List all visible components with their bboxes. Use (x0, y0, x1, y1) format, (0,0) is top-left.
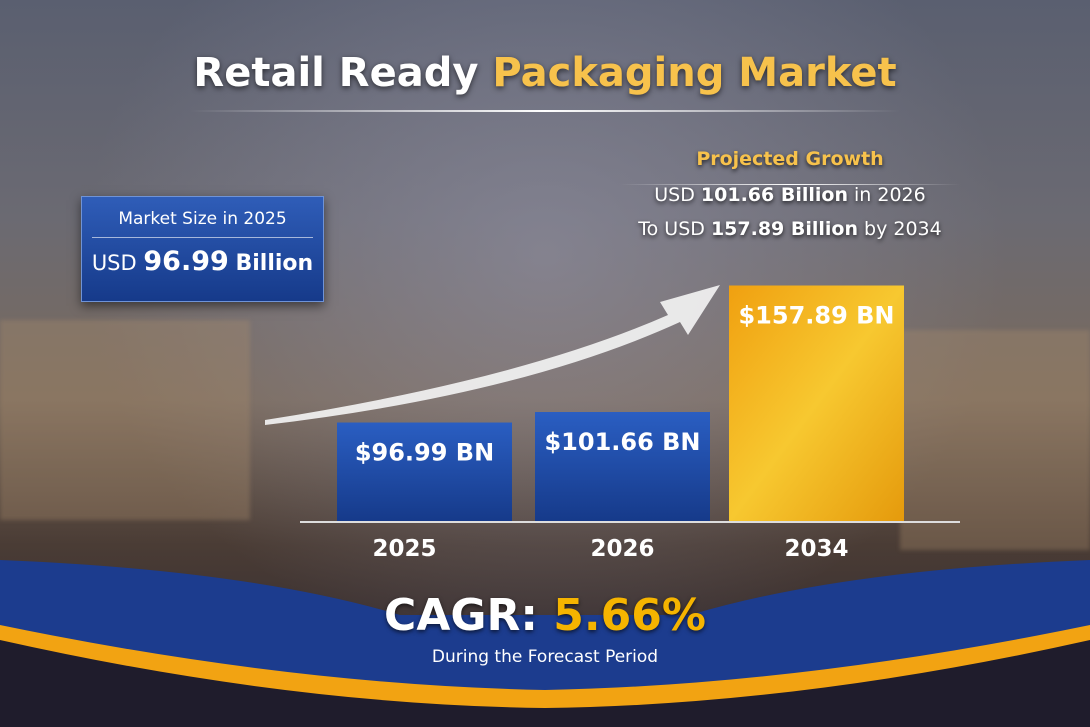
x-tick-label: 2026 (590, 536, 654, 562)
data-label: $101.66 BN (544, 428, 700, 456)
projected-line-1: USD 101.66 Billion in 2026 (600, 184, 980, 206)
suffix: in 2026 (854, 184, 926, 206)
page-title: Retail Ready Packaging Market (0, 50, 1090, 96)
market-size-value: USD 96.99 Billion (82, 246, 323, 277)
prefix: To USD (638, 218, 705, 240)
market-size-label: Market Size in 2025 (118, 209, 287, 229)
data-label: $157.89 BN (738, 301, 894, 329)
value: 96.99 (143, 246, 229, 277)
bar-2034 (729, 285, 904, 521)
cagr-value: CAGR: 5.66% (0, 590, 1090, 641)
trend-arrow (265, 285, 720, 425)
data-label: $96.99 BN (355, 439, 494, 467)
unit: Billion (235, 251, 314, 276)
bar-2025 (337, 422, 512, 521)
projected-divider (620, 184, 960, 185)
shelf-shape (900, 330, 1090, 550)
title-divider (190, 110, 900, 112)
cagr-banner (0, 560, 1090, 727)
divider (92, 237, 313, 238)
suffix: by 2034 (864, 218, 942, 240)
cagr-subtitle: During the Forecast Period (431, 647, 659, 667)
value: 101.66 Billion (700, 184, 848, 206)
cagr-label: CAGR: (384, 590, 538, 641)
projected-growth: Projected Growth USD 101.66 Billion in 2… (600, 148, 980, 240)
x-tick-label: 2025 (372, 536, 436, 562)
title-part2: Packaging Market (492, 50, 897, 96)
market-size-box: Market Size in 2025 USD 96.99 Billion (81, 196, 324, 302)
currency: USD (91, 251, 137, 275)
title-part1: Retail Ready (193, 50, 479, 96)
projected-line-2: To USD 157.89 Billion by 2034 (600, 218, 980, 240)
x-tick-label: 2034 (784, 536, 848, 562)
value: 157.89 Billion (710, 218, 858, 240)
projected-heading: Projected Growth (696, 148, 884, 170)
prefix: USD (654, 184, 695, 206)
cagr-section: CAGR: 5.66% During the Forecast Period (0, 590, 1090, 667)
bar-2026 (535, 412, 710, 521)
cagr-percent: 5.66% (553, 590, 706, 641)
shelf-shape (0, 320, 250, 520)
